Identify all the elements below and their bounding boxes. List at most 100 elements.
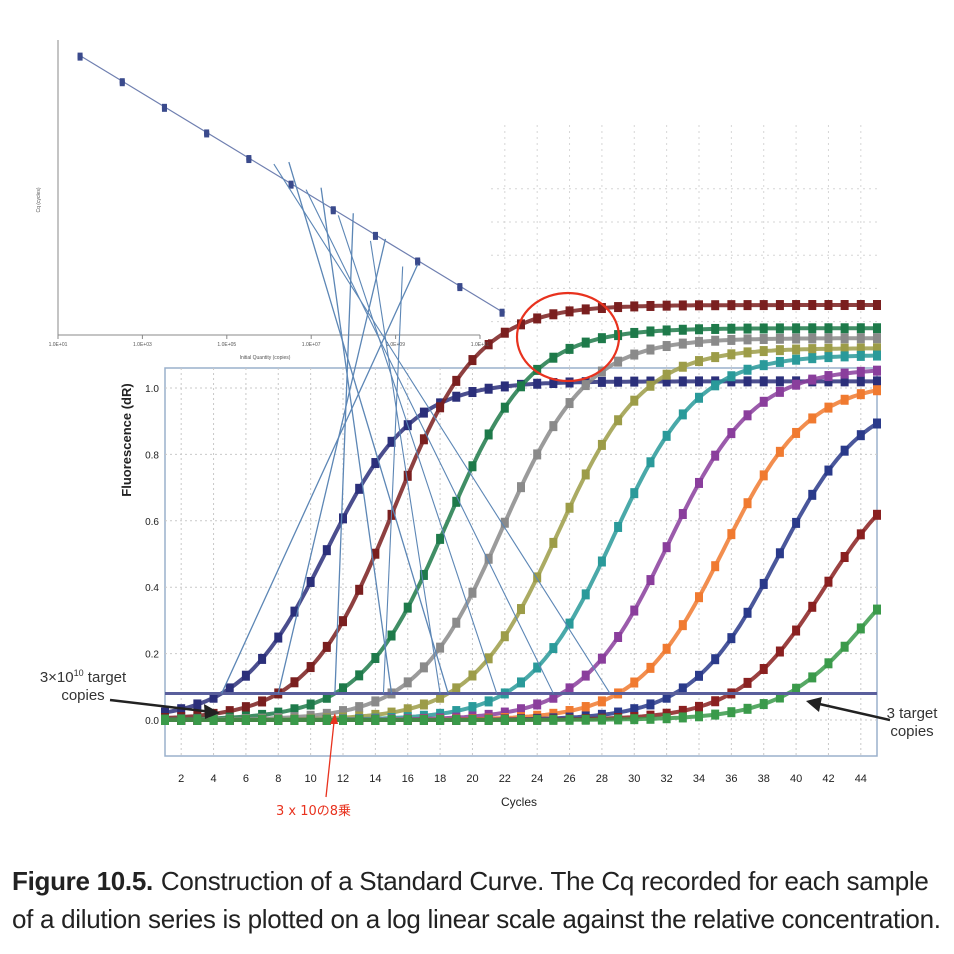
amplification-marker <box>517 482 525 493</box>
amplification-marker <box>468 702 477 713</box>
amplification-marker <box>452 714 461 725</box>
amplification-marker <box>840 343 849 354</box>
amplification-marker <box>614 631 623 642</box>
annotation-arrows <box>109 697 891 798</box>
amplification-marker <box>630 349 639 360</box>
x-tick-label: 6 <box>243 773 249 785</box>
amplification-marker <box>468 355 477 366</box>
amplification-marker <box>306 714 315 725</box>
amplification-marker <box>792 333 801 344</box>
standard-curve-points <box>77 52 505 317</box>
highlight-ellipse <box>515 291 621 383</box>
amplification-marker <box>533 699 542 710</box>
amplification-marker <box>873 418 881 429</box>
amplification-marker <box>678 376 687 387</box>
amplification-marker <box>678 705 687 716</box>
standard-curve-point <box>119 81 125 87</box>
amplification-marker <box>597 303 606 314</box>
amplification-marker <box>452 683 461 694</box>
inset-x-tick-label: 1.0E+11 <box>471 342 490 348</box>
amplification-marker <box>824 343 833 354</box>
amplification-marker <box>775 646 784 657</box>
amplification-marker <box>662 300 671 311</box>
amplification-marker <box>419 569 428 580</box>
amplification-marker <box>775 692 784 703</box>
amplification-marker <box>468 461 477 472</box>
amplification-marker <box>500 517 509 528</box>
amplification-marker <box>549 377 558 388</box>
amplification-marker <box>695 592 703 603</box>
amplification-marker <box>678 620 687 631</box>
connector-line <box>369 240 441 694</box>
amplification-marker <box>646 457 655 468</box>
amplification-marker <box>500 631 509 642</box>
amplification-marker <box>824 576 833 587</box>
x-tick-label: 16 <box>402 773 414 785</box>
amplification-marker <box>597 714 606 725</box>
amplification-marker <box>695 324 703 335</box>
amplification-marker <box>759 699 768 710</box>
amplification-marker <box>322 714 331 725</box>
amplification-marker <box>808 489 817 500</box>
amplification-marker <box>792 625 801 636</box>
amplification-marker <box>808 300 817 311</box>
amplification-marker <box>371 714 380 725</box>
amplification-marker <box>403 602 412 613</box>
x-tick-label: 28 <box>596 773 608 785</box>
amplification-marker <box>549 537 558 548</box>
amplification-marker <box>225 714 234 725</box>
connector-line <box>288 161 449 694</box>
low-copies-label: 3 target copies <box>886 705 938 740</box>
amplification-marker <box>856 333 865 344</box>
amplification-marker <box>711 335 720 346</box>
standard-curve-point <box>499 311 505 317</box>
amplification-marker <box>856 300 865 311</box>
amplification-marker <box>452 617 461 628</box>
amplification-marker <box>614 415 623 426</box>
amplification-marker <box>678 712 687 723</box>
amplification-marker <box>371 696 380 707</box>
amplification-marker <box>371 548 380 559</box>
amplification-marker <box>630 605 639 616</box>
caption-label: Figure 10.5. <box>12 866 153 896</box>
amplification-marker <box>452 391 461 402</box>
connector-line <box>382 266 404 694</box>
amplification-marker <box>743 376 752 387</box>
amplification-marker <box>759 323 768 334</box>
amplification-marker <box>840 323 849 334</box>
amplification-marker <box>355 702 364 713</box>
x-tick-label: 12 <box>337 773 349 785</box>
amplification-marker <box>873 509 881 520</box>
amplification-marker <box>759 578 768 589</box>
x-tick-label: 10 <box>305 773 317 785</box>
amplification-marker <box>306 576 315 587</box>
amplification-marker <box>355 670 364 681</box>
amplification-marker <box>759 300 768 311</box>
amplification-marker <box>775 376 784 387</box>
amplification-marker <box>646 326 655 337</box>
y-axis-label: Fluorescence (dR) <box>119 383 134 496</box>
amplification-marker <box>662 643 671 654</box>
amplification-marker <box>549 421 558 432</box>
amplification-marker <box>258 714 267 725</box>
x-tick-label: 42 <box>822 773 834 785</box>
connector-line <box>305 189 554 694</box>
amplification-marker <box>856 529 865 540</box>
amplification-marker <box>840 351 849 362</box>
amplification-marker <box>258 653 267 664</box>
amplification-marker <box>290 606 299 617</box>
amplification-marker <box>484 383 493 394</box>
amplification-marker <box>419 662 428 673</box>
y-tick-label: 0.6 <box>145 517 159 528</box>
amplification-marker <box>775 386 784 397</box>
amplification-marker <box>662 376 671 387</box>
amplification-marker <box>727 334 736 345</box>
amplification-marker <box>549 692 558 703</box>
amplification-marker <box>792 379 801 390</box>
amplification-marker <box>630 704 639 715</box>
amplification-marker <box>533 714 542 725</box>
amplification-marker <box>500 327 509 338</box>
amplification-marker <box>808 374 817 385</box>
amplification-marker <box>727 371 736 382</box>
amplification-marker <box>759 360 768 371</box>
